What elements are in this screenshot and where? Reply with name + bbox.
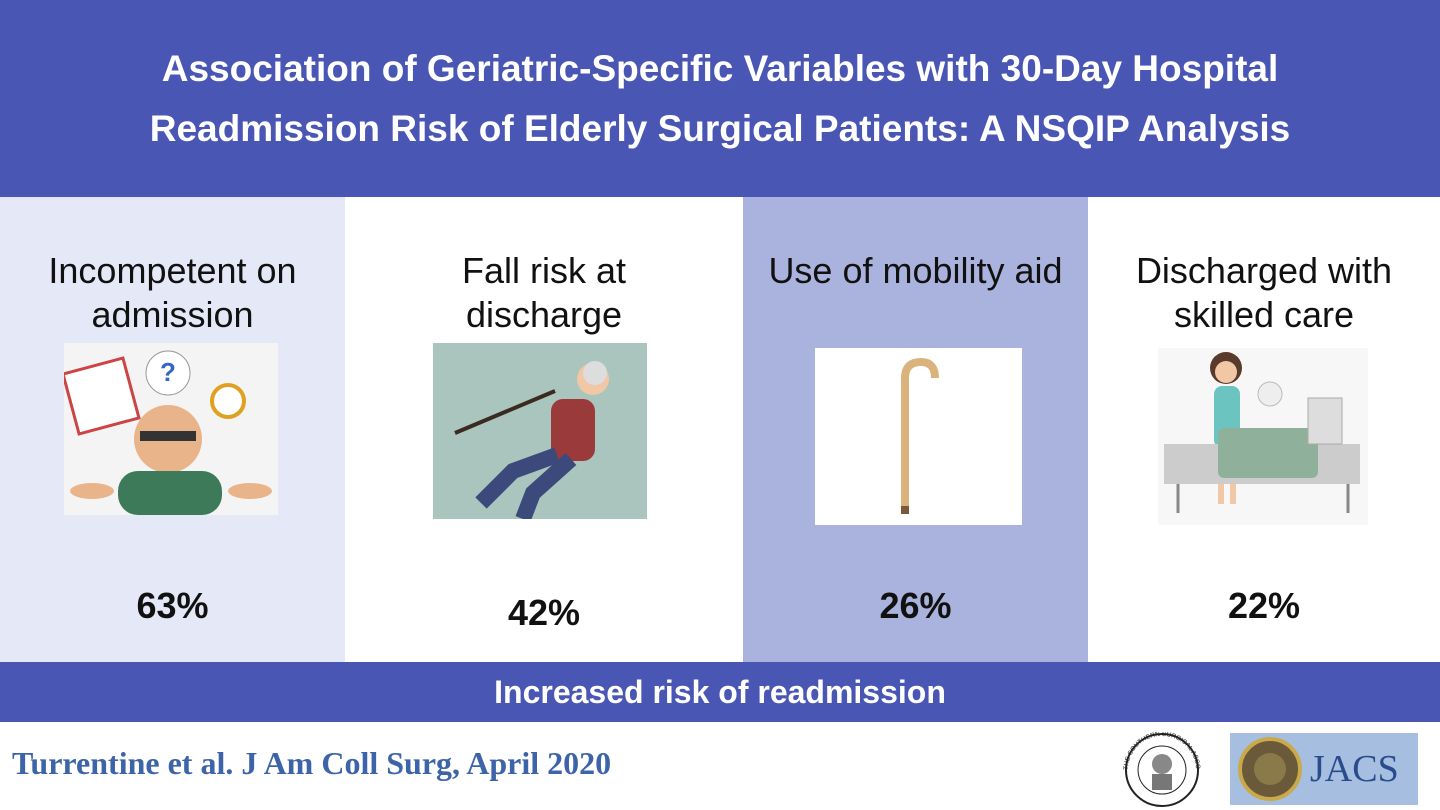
panel-value: 22% (1227, 585, 1301, 626)
journal-name: JACS (1310, 748, 1399, 790)
title-line: Association of Geriatric-Specific Variab… (161, 47, 1279, 89)
header: Association of Geriatric-Specific Variab… (0, 0, 1440, 197)
panel-value: 42% (507, 592, 581, 633)
panel-label: Discharged with skilled care (1135, 250, 1393, 335)
citation: Turrentine et al. J Am Coll Surg, April … (12, 745, 612, 781)
panel: Fall risk at discharge 42% (345, 197, 743, 662)
illustration (815, 348, 1022, 525)
svg-text:?: ? (160, 357, 176, 387)
illustration (1158, 348, 1368, 525)
illustration (433, 343, 647, 519)
panel-label: Incompetent on admission (48, 250, 297, 335)
journal-logo: JACS (1230, 733, 1418, 805)
society-seal: THE SOUTHERN SURGICAL ASSOCIATION (1116, 732, 1201, 807)
panel-label: Fall risk at discharge (461, 250, 627, 335)
panel-value: 63% (136, 585, 209, 626)
panel: Discharged with skilled care 22% (1088, 197, 1440, 662)
journal-emblem (1238, 737, 1302, 801)
panel: Use of mobility aid 26% (743, 197, 1088, 662)
banner: Increased risk of readmission (0, 662, 1440, 722)
panel-value: 26% (879, 585, 952, 626)
panel: Incompetent on admission ? 63% (0, 197, 345, 662)
illustration: ? (64, 343, 278, 515)
panel-label: Use of mobility aid (768, 250, 1063, 291)
title-line: Readmission Risk of Elderly Surgical Pat… (149, 107, 1291, 149)
